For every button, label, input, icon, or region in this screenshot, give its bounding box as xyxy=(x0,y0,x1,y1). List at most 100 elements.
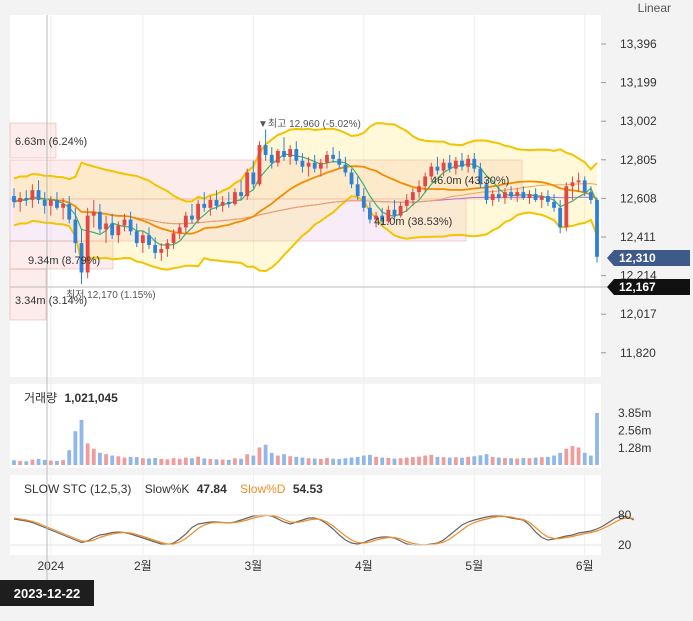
x-tick-label-4: 5월 xyxy=(465,559,483,573)
candle-body-78 xyxy=(490,194,495,200)
volume-bar-9 xyxy=(67,450,72,465)
x-tick-label-1: 2월 xyxy=(134,559,152,573)
volume-bar-22 xyxy=(147,458,151,465)
candle-body-28 xyxy=(183,215,188,228)
volume-bar-72 xyxy=(453,457,458,465)
volume-bar-68 xyxy=(429,454,434,465)
candle-body-41 xyxy=(263,145,268,155)
candle-body-29 xyxy=(190,215,194,220)
volume-bar-61 xyxy=(386,457,391,465)
candle-body-61 xyxy=(386,209,391,222)
volume-panel[interactable] xyxy=(10,384,601,468)
candle-body-7 xyxy=(55,199,59,208)
volume-bar-19 xyxy=(128,456,133,465)
candle-body-66 xyxy=(417,186,421,193)
candle-body-2 xyxy=(24,198,29,200)
volume-bar-38 xyxy=(245,454,250,465)
volume-bar-58 xyxy=(368,454,372,465)
volume-bar-95 xyxy=(595,413,599,465)
candle-body-46 xyxy=(294,149,299,161)
candle-body-3 xyxy=(30,190,35,200)
volume-bar-69 xyxy=(435,456,440,465)
volume-bar-28 xyxy=(183,457,188,465)
bollinger-upper-line xyxy=(13,122,598,203)
last-price-value: 12,310 xyxy=(619,251,656,265)
volume-bar-43 xyxy=(275,455,280,465)
candle-body-88 xyxy=(552,201,556,208)
volume-bar-1 xyxy=(18,460,23,465)
bollinger-band-fill xyxy=(14,123,597,272)
candle-body-54 xyxy=(343,164,348,173)
box-label-4: 46.0m (43.30%) xyxy=(431,175,509,187)
candle-body-40 xyxy=(257,145,262,185)
candle-body-73 xyxy=(460,160,464,167)
candle-body-23 xyxy=(153,245,158,253)
crosshair-date-badge: 2023-12-22 xyxy=(0,580,94,606)
candle-body-8 xyxy=(61,203,65,208)
candle-body-39 xyxy=(251,172,256,185)
volume-bar-41 xyxy=(263,444,268,465)
volume-bar-3 xyxy=(30,459,35,465)
volume-bar-84 xyxy=(527,458,532,465)
volume-bar-71 xyxy=(447,457,452,465)
candle-body-70 xyxy=(441,162,446,171)
volume-bar-12 xyxy=(85,443,90,465)
volume-bar-27 xyxy=(177,458,182,465)
volume-bar-54 xyxy=(343,458,348,465)
price-panel[interactable] xyxy=(10,15,601,377)
candle-body-13 xyxy=(91,211,96,216)
volume-bar-77 xyxy=(484,454,489,465)
candle-body-15 xyxy=(104,223,108,230)
candle-body-6 xyxy=(48,199,53,206)
candle-body-47 xyxy=(300,160,305,167)
candle-body-60 xyxy=(380,215,385,222)
candle-body-81 xyxy=(509,192,513,197)
volume-bar-80 xyxy=(503,457,507,465)
candle-body-37 xyxy=(239,192,243,197)
crosshair-price-value: 12,167 xyxy=(619,280,656,294)
candle-body-45 xyxy=(288,149,293,157)
x-tick-label-0: 2024 xyxy=(37,559,64,573)
volume-bar-83 xyxy=(521,457,526,465)
candle-body-72 xyxy=(453,160,458,169)
volume-bar-60 xyxy=(380,457,385,465)
low-annotation: 최저 12,170 (1.15%) xyxy=(66,289,156,301)
volume-bar-75 xyxy=(472,456,477,465)
candle-body-84 xyxy=(527,194,532,199)
candle-body-27 xyxy=(177,227,182,234)
candle-body-75 xyxy=(472,158,477,169)
ma-20-line xyxy=(13,165,598,235)
stochastic-title: SLOW STC (12,5,3) Slow%K 47.84 Slow%D 54… xyxy=(24,482,323,496)
volume-bar-37 xyxy=(239,458,243,465)
volume-title: 거래량 1,021,045 xyxy=(24,391,118,405)
candle-body-1 xyxy=(18,198,23,202)
volume-bar-65 xyxy=(410,457,415,465)
last-price-badge: 12,310 xyxy=(607,250,690,266)
stochastic-k-label: Slow%K xyxy=(145,482,190,496)
x-tick-label-3: 4월 xyxy=(355,559,373,573)
candle-body-65 xyxy=(410,192,415,200)
volume-bar-66 xyxy=(417,456,421,465)
candle-body-52 xyxy=(331,154,336,159)
volume-bar-20 xyxy=(134,457,139,465)
volume-bar-82 xyxy=(515,458,520,465)
candle-body-43 xyxy=(275,150,280,163)
volume-bar-31 xyxy=(202,458,207,465)
candle-body-25 xyxy=(165,243,170,249)
candle-body-89 xyxy=(558,207,563,228)
volume-bar-70 xyxy=(441,457,446,465)
volume-bar-29 xyxy=(190,458,194,465)
candle-body-0 xyxy=(12,196,16,202)
volume-bar-17 xyxy=(116,456,121,465)
volume-tick-label-2: 1.28m xyxy=(618,441,651,455)
candle-body-4 xyxy=(36,190,41,200)
scale-mode-toggle[interactable]: Linear xyxy=(637,1,671,15)
volume-bar-74 xyxy=(466,456,471,465)
candle-body-90 xyxy=(564,186,569,228)
candle-body-35 xyxy=(226,201,231,204)
price-tick-label-5: 12,411 xyxy=(620,230,656,244)
candle-body-80 xyxy=(503,192,507,199)
volume-bar-47 xyxy=(300,457,305,465)
